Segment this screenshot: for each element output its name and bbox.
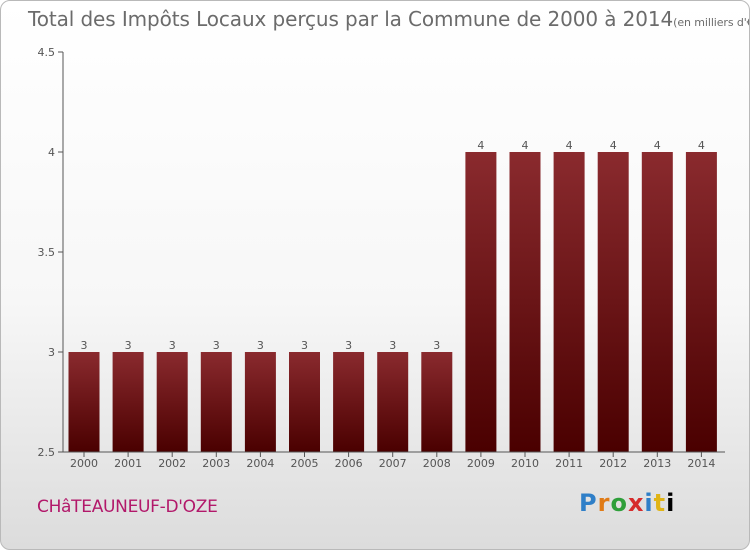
data-label: 3	[345, 339, 352, 352]
data-label: 4	[566, 139, 573, 152]
data-label: 3	[389, 339, 396, 352]
bar	[244, 352, 276, 452]
data-label: 3	[257, 339, 264, 352]
x-tick-label: 2003	[202, 457, 230, 470]
bar	[68, 352, 100, 452]
bar	[333, 352, 365, 452]
chart-title: Total des Impôts Locaux perçus par la Co…	[28, 7, 750, 31]
logo-letter: r	[597, 489, 611, 517]
bar	[685, 152, 717, 452]
bar	[641, 152, 673, 452]
data-label: 3	[169, 339, 176, 352]
data-label: 3	[301, 339, 308, 352]
x-tick-label: 2002	[158, 457, 186, 470]
commune-name: CHâTEAUNEUF-D'OZE	[37, 497, 218, 517]
proxiti-logo: Proxiti	[579, 489, 675, 517]
logo-letter: t	[653, 489, 667, 517]
bar	[421, 352, 453, 452]
x-tick-label: 2005	[291, 457, 319, 470]
bar	[597, 152, 629, 452]
y-tick-label: 3.5	[38, 246, 56, 259]
chart-title-main: Total des Impôts Locaux perçus par la Co…	[28, 7, 674, 31]
x-tick-label: 2007	[379, 457, 407, 470]
bar	[200, 352, 232, 452]
y-tick-label: 4	[48, 146, 55, 159]
bar	[553, 152, 585, 452]
data-label: 4	[698, 139, 705, 152]
data-label: 4	[522, 139, 529, 152]
data-label: 4	[610, 139, 617, 152]
bar	[156, 352, 188, 452]
data-label: 3	[125, 339, 132, 352]
x-tick-label: 2011	[555, 457, 583, 470]
x-tick-label: 2001	[114, 457, 142, 470]
x-tick-label: 2010	[511, 457, 539, 470]
x-tick-label: 2013	[643, 457, 671, 470]
logo-letter: P	[579, 489, 598, 517]
bar	[377, 352, 409, 452]
bar	[465, 152, 497, 452]
bar	[509, 152, 541, 452]
logo-letter: o	[610, 489, 628, 517]
y-tick-label: 4.5	[38, 46, 56, 59]
data-label: 3	[81, 339, 88, 352]
logo-letter: x	[627, 489, 645, 517]
y-tick-label: 3	[48, 346, 55, 359]
x-tick-label: 2004	[246, 457, 274, 470]
x-tick-label: 2009	[467, 457, 495, 470]
y-tick-label: 2.5	[38, 446, 56, 459]
x-tick-label: 2006	[335, 457, 363, 470]
bar	[112, 352, 144, 452]
x-tick-label: 2014	[687, 457, 715, 470]
data-label: 4	[477, 139, 484, 152]
logo-letter: i	[644, 489, 654, 517]
x-tick-label: 2012	[599, 457, 627, 470]
data-label: 4	[654, 139, 661, 152]
chart-title-unit: (en milliers d'€)	[673, 16, 750, 29]
data-label: 3	[433, 339, 440, 352]
data-label: 3	[213, 339, 220, 352]
x-tick-label: 2008	[423, 457, 451, 470]
x-tick-label: 2000	[70, 457, 98, 470]
logo-letter: i	[666, 489, 676, 517]
bar	[289, 352, 320, 452]
